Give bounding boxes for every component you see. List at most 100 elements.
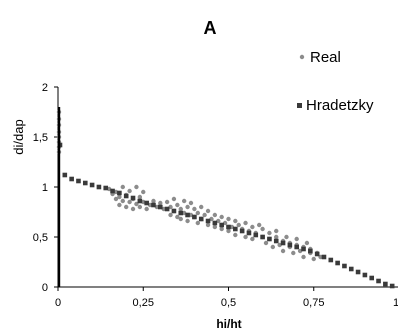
real-point — [195, 220, 201, 226]
legend: Real Hradetzky — [297, 49, 374, 114]
real-point — [168, 212, 173, 218]
real-point — [106, 186, 112, 192]
real-point — [250, 236, 255, 242]
hradetzky-point — [308, 248, 313, 254]
hradetzky-point — [239, 228, 245, 234]
hradetzky-point — [117, 190, 122, 196]
legend-label-hradetzky: Hradetzky — [306, 97, 374, 114]
real-point — [202, 212, 207, 218]
chart-title: A — [204, 18, 217, 38]
hradetzky-point — [164, 206, 170, 212]
real-point — [113, 196, 119, 202]
real-point — [134, 184, 139, 190]
real-point — [274, 228, 279, 234]
real-point — [117, 194, 122, 200]
real-point — [195, 210, 201, 216]
x-tick-label: 0,25 — [133, 297, 154, 309]
real-point — [212, 212, 218, 218]
real-point — [137, 204, 143, 210]
real-point — [297, 248, 303, 254]
real-point — [260, 226, 265, 232]
real-point — [318, 254, 323, 260]
real-point — [212, 224, 218, 230]
y-axis-title: di/dap — [11, 119, 26, 154]
real-point — [226, 228, 231, 234]
real-point — [301, 254, 306, 260]
hradetzky-point — [103, 185, 109, 191]
hradetzky-point — [137, 198, 143, 204]
y-tick-label: 0 — [42, 282, 48, 294]
real-point — [233, 218, 238, 224]
real-point — [274, 234, 279, 240]
x-tick-label: 0,75 — [303, 297, 324, 309]
real-point — [205, 222, 211, 228]
real-point — [154, 204, 160, 210]
hradetzky-point — [171, 208, 177, 214]
x-tick-label: 0,5 — [221, 297, 236, 309]
real-point — [192, 206, 197, 212]
real-point — [127, 199, 132, 205]
hradetzky-point — [328, 257, 334, 263]
hradetzky-point — [335, 260, 340, 266]
hradetzky-point — [369, 275, 375, 281]
real-point — [294, 236, 299, 242]
real-point — [280, 248, 286, 254]
series-hradetzky — [57, 142, 395, 289]
real-point — [117, 202, 122, 208]
hradetzky-point — [342, 263, 347, 269]
real-point — [216, 218, 221, 224]
real-point — [291, 250, 296, 256]
x-tick-label: 0 — [55, 297, 61, 309]
real-point — [144, 206, 149, 212]
real-point — [209, 216, 214, 222]
hradetzky-point — [314, 251, 320, 257]
real-point — [219, 214, 224, 220]
hradetzky-point — [246, 230, 252, 236]
real-point — [161, 206, 166, 212]
real-point — [311, 256, 316, 262]
real-point — [175, 202, 180, 208]
hradetzky-point — [130, 195, 136, 201]
y-tick-label: 0,5 — [33, 232, 48, 244]
hradetzky-point — [205, 218, 211, 224]
real-point — [141, 189, 146, 195]
real-point — [175, 214, 180, 220]
hradetzky-point — [82, 180, 88, 186]
hradetzky-point — [69, 176, 74, 182]
hradetzky-point — [362, 272, 368, 278]
legend-label-real: Real — [310, 49, 341, 66]
real-point — [236, 222, 241, 228]
hradetzky-point — [110, 188, 115, 194]
real-point — [304, 240, 310, 246]
real-point — [168, 204, 173, 210]
real-point — [229, 224, 235, 230]
real-point — [151, 198, 156, 204]
y-tick-label: 1 — [42, 182, 48, 194]
hradetzky-point — [144, 200, 149, 206]
hradetzky-point — [192, 214, 197, 220]
hradetzky-point — [212, 220, 218, 226]
legend-marker-real — [299, 54, 305, 60]
real-point — [256, 222, 262, 228]
real-point — [181, 210, 187, 216]
hradetzky-point — [355, 269, 361, 275]
real-point — [137, 194, 143, 200]
x-tick-label: 1 — [393, 297, 398, 309]
hradetzky-point — [267, 236, 272, 242]
x-ticks: 0 0,25 0,5 0,75 1 — [55, 287, 398, 309]
real-point — [120, 184, 125, 190]
real-point — [284, 234, 289, 240]
hradetzky-point — [273, 238, 279, 244]
real-point — [243, 234, 248, 240]
real-point — [141, 199, 146, 205]
real-point — [277, 242, 282, 248]
x-axis-title: hi/ht — [216, 317, 241, 331]
real-point — [181, 198, 187, 204]
real-point — [171, 196, 177, 202]
real-point — [188, 212, 194, 218]
real-point — [222, 220, 228, 226]
real-point — [199, 204, 204, 210]
hradetzky-point — [219, 222, 224, 228]
hradetzky-point — [198, 216, 204, 222]
